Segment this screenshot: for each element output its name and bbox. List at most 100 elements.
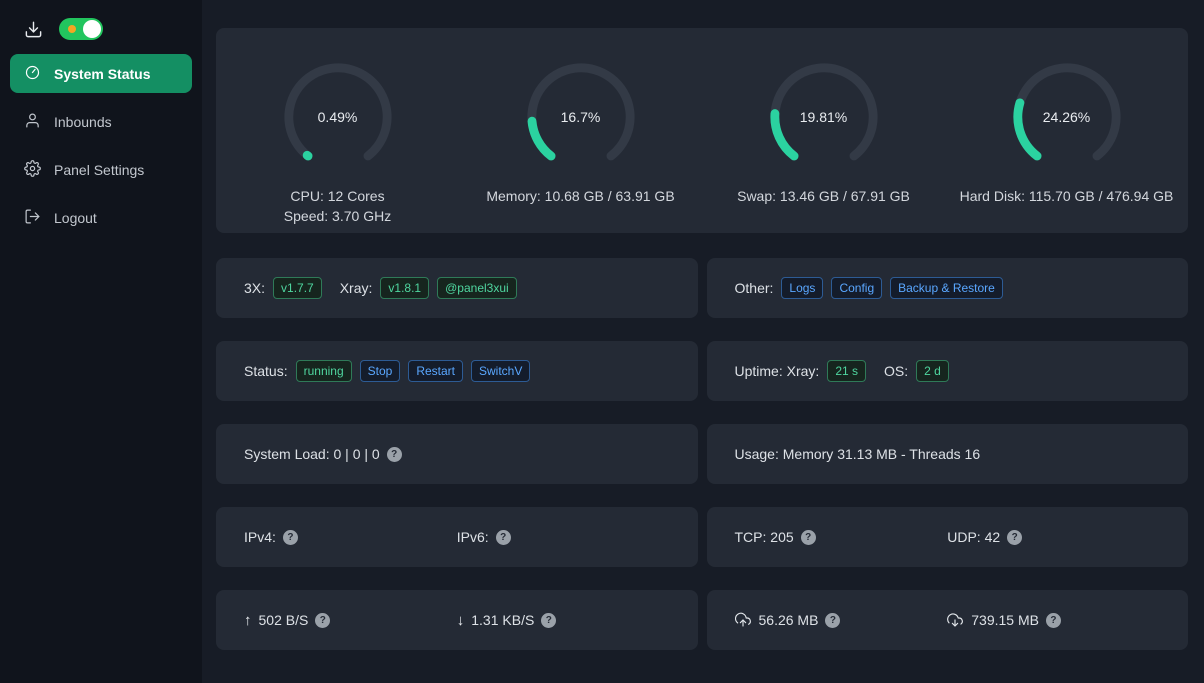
sun-icon (68, 25, 76, 33)
ipv4-label: IPv4: (244, 529, 276, 545)
cpu-percent: 0.49% (317, 109, 358, 125)
sidebar-item-label: Logout (54, 209, 97, 226)
memory-caption: Memory: 10.68 GB / 63.91 GB (486, 186, 674, 206)
config-button[interactable]: Config (831, 277, 883, 299)
upload-speed: 502 B/S (258, 612, 309, 628)
toggle-knob (83, 20, 101, 38)
sidebar-item-label: Panel Settings (54, 161, 145, 178)
main-content: 0.49% CPU: 12 Cores Speed: 3.70 GHz 16.7… (202, 0, 1204, 650)
user-icon (24, 112, 41, 132)
xray-status-card: Status: running Stop Restart SwitchV (216, 341, 698, 401)
swap-gauge-ring: 19.81% (765, 58, 883, 176)
restart-button[interactable]: Restart (408, 360, 463, 382)
gauge-swap: 19.81% Swap: 13.46 GB / 67.91 GB (702, 28, 945, 233)
disk-gauge-ring: 24.26% (1008, 58, 1126, 176)
arrow-down-icon: ↓ (456, 611, 465, 629)
x3-label: 3X: (244, 280, 266, 296)
logs-button[interactable]: Logs (781, 277, 824, 299)
sidebar-header (10, 14, 192, 54)
total-sent: 56.26 MB (758, 612, 819, 628)
swap-caption-line1: Swap: 13.46 GB / 67.91 GB (737, 188, 910, 204)
system-load-text: System Load: 0 | 0 | 0 (244, 446, 380, 462)
other-card: Other: Logs Config Backup & Restore (706, 258, 1188, 318)
usage-text: Usage: Memory 31.13 MB - Threads 16 (734, 446, 981, 462)
status-running-badge: running (295, 360, 352, 382)
ipv4-cell: IPv4: ? (244, 529, 457, 545)
telegram-link-tag[interactable]: @panel3xui (437, 277, 517, 299)
tcp-cell: TCP: 205 ? (735, 529, 948, 545)
download-speed: 1.31 KB/S (471, 612, 535, 628)
sidebar-item-label: System Status (54, 65, 151, 82)
cpu-caption-line2: Speed: 3.70 GHz (283, 208, 392, 224)
version-card: 3X: v1.7.7 Xray: v1.8.1 @panel3xui (216, 258, 698, 318)
help-icon[interactable]: ? (541, 612, 557, 628)
disk-percent: 24.26% (1042, 109, 1091, 125)
sidebar-item-label: Inbounds (54, 113, 112, 130)
total-received-cell: 739.15 MB ? (947, 612, 1160, 628)
help-icon[interactable]: ? (825, 612, 841, 628)
help-icon[interactable]: ? (282, 529, 298, 545)
backup-restore-button[interactable]: Backup & Restore (890, 277, 1003, 299)
tcp-count: TCP: 205 (734, 529, 794, 545)
help-icon[interactable]: ? (1045, 612, 1061, 628)
help-icon[interactable]: ? (1007, 529, 1023, 545)
uptime-xray-label: Uptime: Xray: (734, 363, 820, 379)
gauge-cpu: 0.49% CPU: 12 Cores Speed: 3.70 GHz (216, 28, 459, 233)
cloud-download-icon (947, 612, 964, 628)
total-sent-cell: 56.26 MB ? (734, 612, 948, 628)
memory-gauge-ring: 16.7% (522, 58, 640, 176)
status-label: Status: (244, 363, 288, 379)
memory-caption-line1: Memory: 10.68 GB / 63.91 GB (486, 188, 675, 204)
gauge-disk: 24.26% Hard Disk: 115.70 GB / 476.94 GB (945, 28, 1188, 233)
memory-percent: 16.7% (560, 109, 601, 125)
logout-icon (24, 208, 41, 228)
gauge-memory: 16.7% Memory: 10.68 GB / 63.91 GB (459, 28, 702, 233)
sidebar: System Status Inbounds Panel Settings (0, 0, 202, 683)
gear-icon (24, 159, 41, 180)
theme-toggle[interactable] (59, 18, 103, 40)
usage-card: Usage: Memory 31.13 MB - Threads 16 (706, 424, 1188, 484)
stop-button[interactable]: Stop (359, 360, 401, 382)
uptime-card: Uptime: Xray: 21 s OS: 2 d (706, 341, 1188, 401)
disk-caption: Hard Disk: 115.70 GB / 476.94 GB (960, 186, 1174, 206)
total-received: 739.15 MB (971, 612, 1039, 628)
sidebar-item-system-status[interactable]: System Status (10, 54, 192, 93)
help-icon[interactable]: ? (386, 446, 402, 462)
dashboard-icon (24, 64, 41, 84)
ipv6-cell: IPv6: ? (457, 529, 670, 545)
other-label: Other: (734, 280, 774, 296)
help-icon[interactable]: ? (315, 612, 331, 628)
switch-version-button[interactable]: SwitchV (471, 360, 531, 382)
cpu-caption: CPU: 12 Cores Speed: 3.70 GHz (284, 186, 391, 226)
xray-version-tag: v1.8.1 (380, 277, 430, 299)
os-label: OS: (884, 363, 909, 379)
download-speed-cell: ↓ 1.31 KB/S ? (457, 612, 670, 629)
os-uptime-badge: 2 d (916, 360, 949, 382)
udp-count: UDP: 42 (947, 529, 1001, 545)
xray-uptime-badge: 21 s (827, 360, 866, 382)
disk-caption-line1: Hard Disk: 115.70 GB / 476.94 GB (959, 188, 1174, 204)
help-icon[interactable]: ? (800, 529, 816, 545)
udp-cell: UDP: 42 ? (947, 529, 1160, 545)
ipv6-label: IPv6: (456, 529, 489, 545)
x3-version-tag: v1.7.7 (273, 277, 322, 299)
sidebar-menu: System Status Inbounds Panel Settings (10, 54, 192, 237)
system-gauges-panel: 0.49% CPU: 12 Cores Speed: 3.70 GHz 16.7… (216, 28, 1188, 233)
system-load-card: System Load: 0 | 0 | 0 ? (216, 424, 698, 484)
cloud-upload-icon (734, 612, 751, 628)
cpu-caption-line1: CPU: 12 Cores (290, 188, 385, 204)
sidebar-item-panel-settings[interactable]: Panel Settings (10, 150, 192, 189)
cpu-gauge-ring: 0.49% (279, 58, 397, 176)
swap-percent: 19.81% (799, 109, 848, 125)
connections-card: TCP: 205 ? UDP: 42 ? (706, 507, 1188, 567)
arrow-up-icon: ↑ (244, 611, 252, 629)
sidebar-item-logout[interactable]: Logout (10, 198, 192, 237)
info-cards-grid: 3X: v1.7.7 Xray: v1.8.1 @panel3xui Other… (216, 258, 1188, 650)
help-icon[interactable]: ? (495, 529, 511, 545)
upload-speed-cell: ↑ 502 B/S ? (244, 612, 457, 629)
sidebar-item-inbounds[interactable]: Inbounds (10, 102, 192, 141)
swap-caption: Swap: 13.46 GB / 67.91 GB (737, 186, 910, 206)
network-total-card: 56.26 MB ? 739.15 MB ? (706, 590, 1188, 650)
ip-card: IPv4: ? IPv6: ? (216, 507, 698, 567)
download-icon[interactable] (24, 20, 43, 39)
